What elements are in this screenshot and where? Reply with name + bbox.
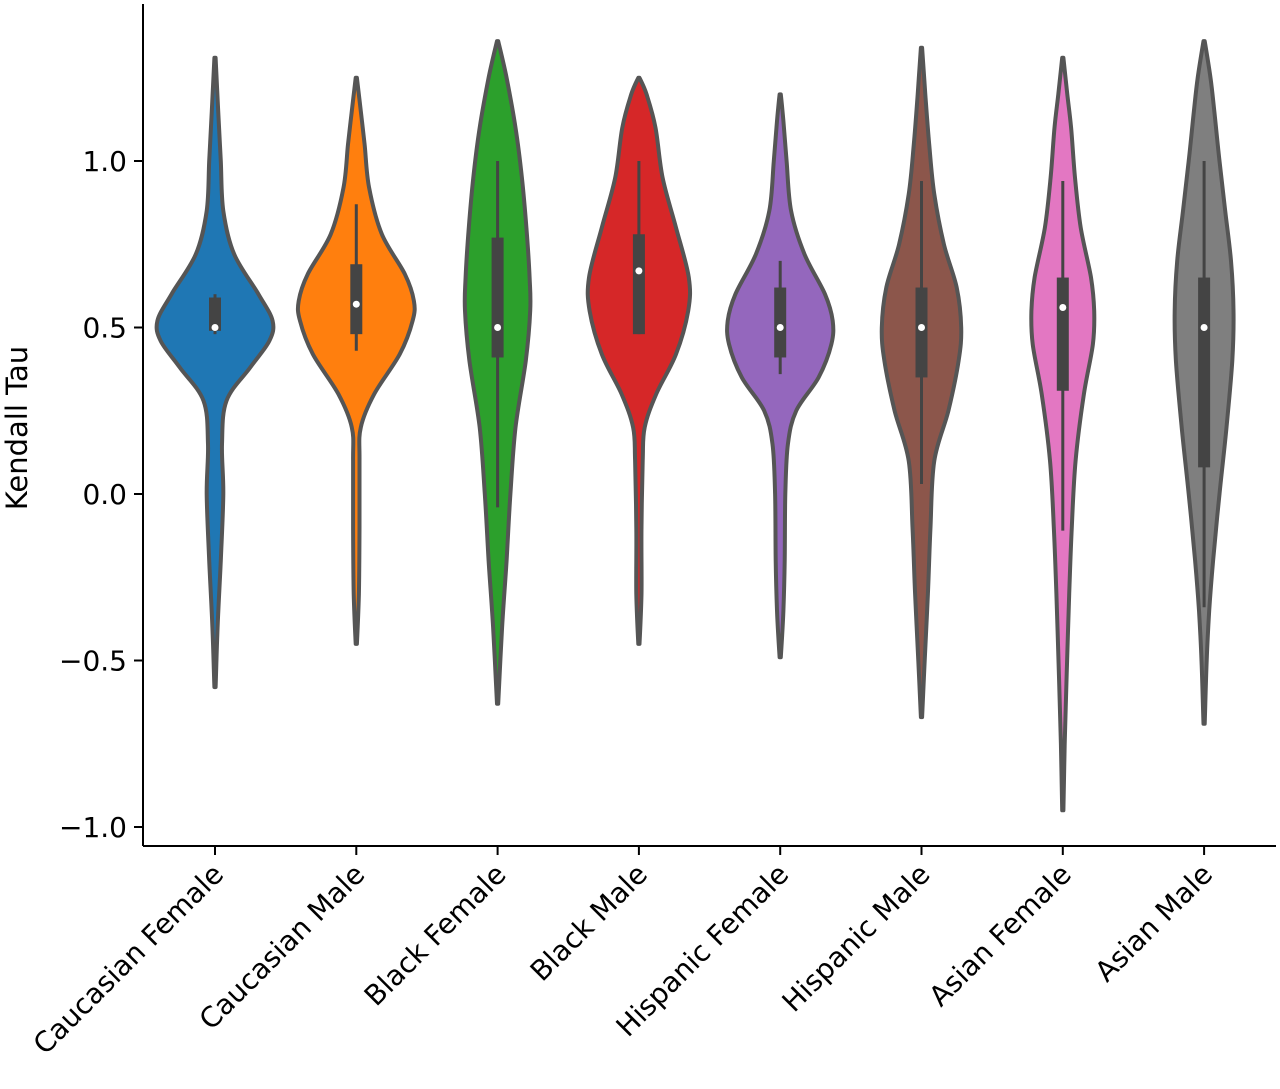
violin-body-3 — [585, 75, 693, 646]
y-tick-label: −1.0 — [59, 811, 127, 844]
y-tick-label: −0.5 — [59, 645, 127, 678]
violin-median-7 — [1200, 324, 1208, 331]
x-tick-label: Caucasian Female — [27, 858, 230, 1061]
violins-layer — [154, 39, 1236, 813]
violin-median-6 — [1059, 304, 1067, 312]
violin-median-0 — [211, 324, 219, 331]
violin-median-4 — [776, 324, 784, 331]
x-tick-label: Hispanic Male — [776, 858, 937, 1019]
violin-median-1 — [352, 300, 360, 308]
violin-iqr-box-4 — [774, 287, 787, 358]
x-tick-label: Asian Female — [922, 858, 1077, 1013]
violin-median-5 — [918, 324, 925, 331]
violin-iqr-box-6 — [1056, 277, 1069, 391]
violin-median-2 — [494, 324, 502, 331]
violin-iqr-box-0 — [209, 297, 221, 331]
y-tick-label: 0.5 — [82, 312, 127, 345]
y-tick-label: 0.0 — [82, 478, 127, 511]
x-tick-label: Black Female — [358, 858, 513, 1013]
violin-iqr-box-3 — [632, 234, 645, 335]
violin-iqr-box-5 — [915, 287, 928, 378]
x-tick-label: Black Male — [524, 858, 654, 988]
violin-iqr-box-1 — [350, 264, 363, 335]
violin-iqr-box-7 — [1198, 277, 1211, 468]
violin-median-3 — [635, 267, 643, 275]
violin-body-0 — [154, 55, 276, 690]
y-tick-label: 1.0 — [82, 145, 127, 178]
violin-body-1 — [295, 75, 417, 646]
y-axis-label: Kendall Tau — [0, 346, 34, 510]
x-tick-label: Asian Male — [1088, 858, 1219, 989]
violin-body-4 — [725, 92, 836, 660]
violin-iqr-box-2 — [491, 237, 504, 358]
